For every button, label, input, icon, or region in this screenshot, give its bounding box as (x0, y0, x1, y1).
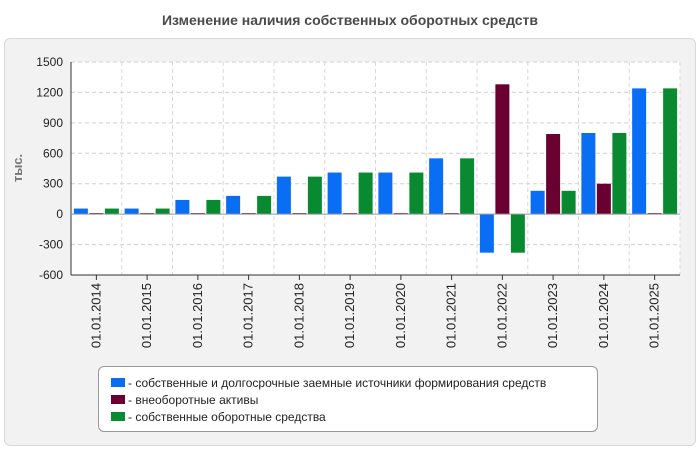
bar-series-2 (546, 134, 561, 215)
x-tick-label: 01.01.2025 (647, 283, 662, 348)
bar-series-3 (612, 133, 627, 215)
bar-series-3 (409, 172, 424, 215)
x-tick-label: 01.01.2015 (139, 283, 154, 348)
bar-series-2 (444, 213, 459, 215)
bar-series-2 (343, 213, 358, 215)
bar-series-1 (632, 88, 647, 215)
bar-series-1 (530, 190, 545, 215)
bar-series-2 (596, 183, 611, 215)
x-tick-label: 01.01.2018 (291, 283, 306, 348)
x-tick-label: 01.01.2014 (88, 283, 103, 348)
x-tick-label: 01.01.2020 (393, 283, 408, 348)
bar-series-1 (124, 208, 139, 215)
bar-series-2 (495, 84, 510, 215)
x-tick-label: 01.01.2021 (444, 283, 459, 348)
bar-series-2 (140, 213, 155, 215)
bar-series-2 (89, 213, 104, 215)
bar-series-1 (226, 195, 241, 215)
x-tick-label: 01.01.2016 (190, 283, 205, 348)
y-axis-label: тыс. (10, 154, 25, 182)
legend-item-series-3: - собственные оборотные средства (111, 408, 597, 425)
bar-series-1 (479, 214, 494, 253)
bar-series-3 (155, 208, 170, 215)
bar-series-1 (378, 172, 393, 215)
bar-series-2 (393, 213, 408, 215)
y-tick-label: 300 (43, 177, 63, 191)
legend-swatch-maroon (111, 395, 125, 404)
legend-item-series-1: - собственные и долгосрочные заемные ист… (111, 374, 597, 391)
bar-series-1 (175, 199, 190, 215)
legend: - собственные и долгосрочные заемные ист… (98, 366, 598, 432)
bar-series-3 (206, 199, 221, 215)
legend-swatch-blue (111, 378, 125, 387)
bar-series-3 (104, 208, 119, 215)
bar-series-1 (429, 158, 444, 215)
bar-series-2 (190, 213, 205, 215)
bar-series-3 (307, 176, 322, 215)
legend-item-series-2: - внеоборотные активы (111, 391, 597, 408)
bar-series-3 (663, 88, 678, 215)
y-tick-label: 600 (43, 146, 63, 160)
y-tick-label: 900 (43, 116, 63, 130)
x-tick-label: 01.01.2024 (596, 283, 611, 348)
y-tick-label: 0 (56, 207, 63, 221)
y-tick-label: -300 (39, 238, 63, 252)
x-tick-label: 01.01.2019 (342, 283, 357, 348)
bar-series-1 (327, 172, 342, 215)
bar-series-1 (73, 208, 88, 215)
bar-series-1 (276, 176, 291, 215)
bar-series-1 (581, 133, 596, 215)
bar-series-2 (647, 213, 662, 215)
bar-series-3 (510, 214, 525, 253)
bar-series-2 (241, 213, 256, 215)
x-tick-label: 01.01.2022 (494, 283, 509, 348)
legend-label: - собственные и долгосрочные заемные ист… (128, 375, 547, 390)
chart-title: Изменение наличия собственных оборотных … (161, 12, 539, 28)
bar-series-3 (460, 158, 475, 215)
bar-series-3 (358, 172, 373, 215)
bar-series-3 (257, 195, 272, 215)
y-tick-label: 1500 (36, 55, 63, 69)
y-tick-label: 1200 (36, 85, 63, 99)
x-tick-label: 01.01.2017 (241, 283, 256, 348)
legend-swatch-green (111, 412, 125, 421)
legend-label: - собственные оборотные средства (128, 409, 326, 424)
bar-series-2 (292, 213, 307, 215)
x-tick-label: 01.01.2023 (545, 283, 560, 348)
legend-label: - внеоборотные активы (128, 392, 259, 407)
y-tick-label: -600 (39, 268, 63, 282)
bar-series-3 (561, 190, 576, 215)
